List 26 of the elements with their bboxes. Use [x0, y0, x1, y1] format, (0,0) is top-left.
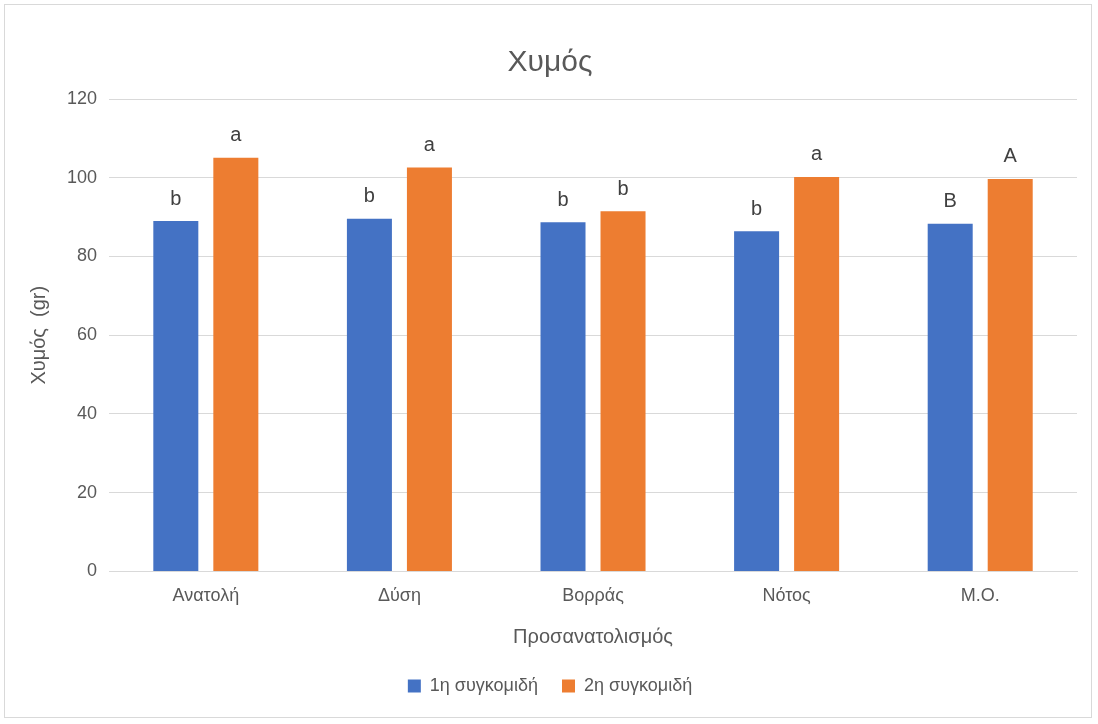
- x-tick-label: Νότος: [762, 585, 812, 606]
- y-tick-label: 40: [77, 402, 98, 423]
- x-tick-label: Μ.Ο.: [960, 585, 1000, 606]
- y-axis-title: Χυμός (gr): [26, 285, 49, 385]
- data-label: a: [423, 133, 436, 156]
- chart-title: Χυμός: [507, 44, 593, 78]
- y-tick-label: 80: [77, 245, 98, 266]
- x-tick-label: Βορράς: [562, 585, 625, 606]
- y-tick-label: 0: [87, 560, 98, 581]
- x-axis-title: Προσανατολισμός: [513, 624, 674, 647]
- x-tick-label: Δύση: [377, 585, 421, 606]
- data-label: a: [230, 123, 243, 146]
- y-tick-label: 100: [66, 166, 98, 187]
- y-tick-label: 120: [66, 87, 98, 108]
- x-tick-label: Ανατολή: [172, 585, 240, 606]
- y-tick-label: 60: [77, 324, 98, 345]
- data-label: b: [363, 184, 375, 207]
- data-label: b: [170, 186, 182, 209]
- data-label: B: [943, 189, 957, 212]
- data-label: a: [811, 142, 824, 165]
- data-label: b: [751, 196, 763, 219]
- data-label: A: [1003, 144, 1018, 167]
- y-tick-label: 20: [77, 481, 98, 502]
- data-label: b: [557, 187, 569, 210]
- legend-label: 1η συγκομιδή: [429, 674, 538, 695]
- data-label: b: [617, 176, 629, 199]
